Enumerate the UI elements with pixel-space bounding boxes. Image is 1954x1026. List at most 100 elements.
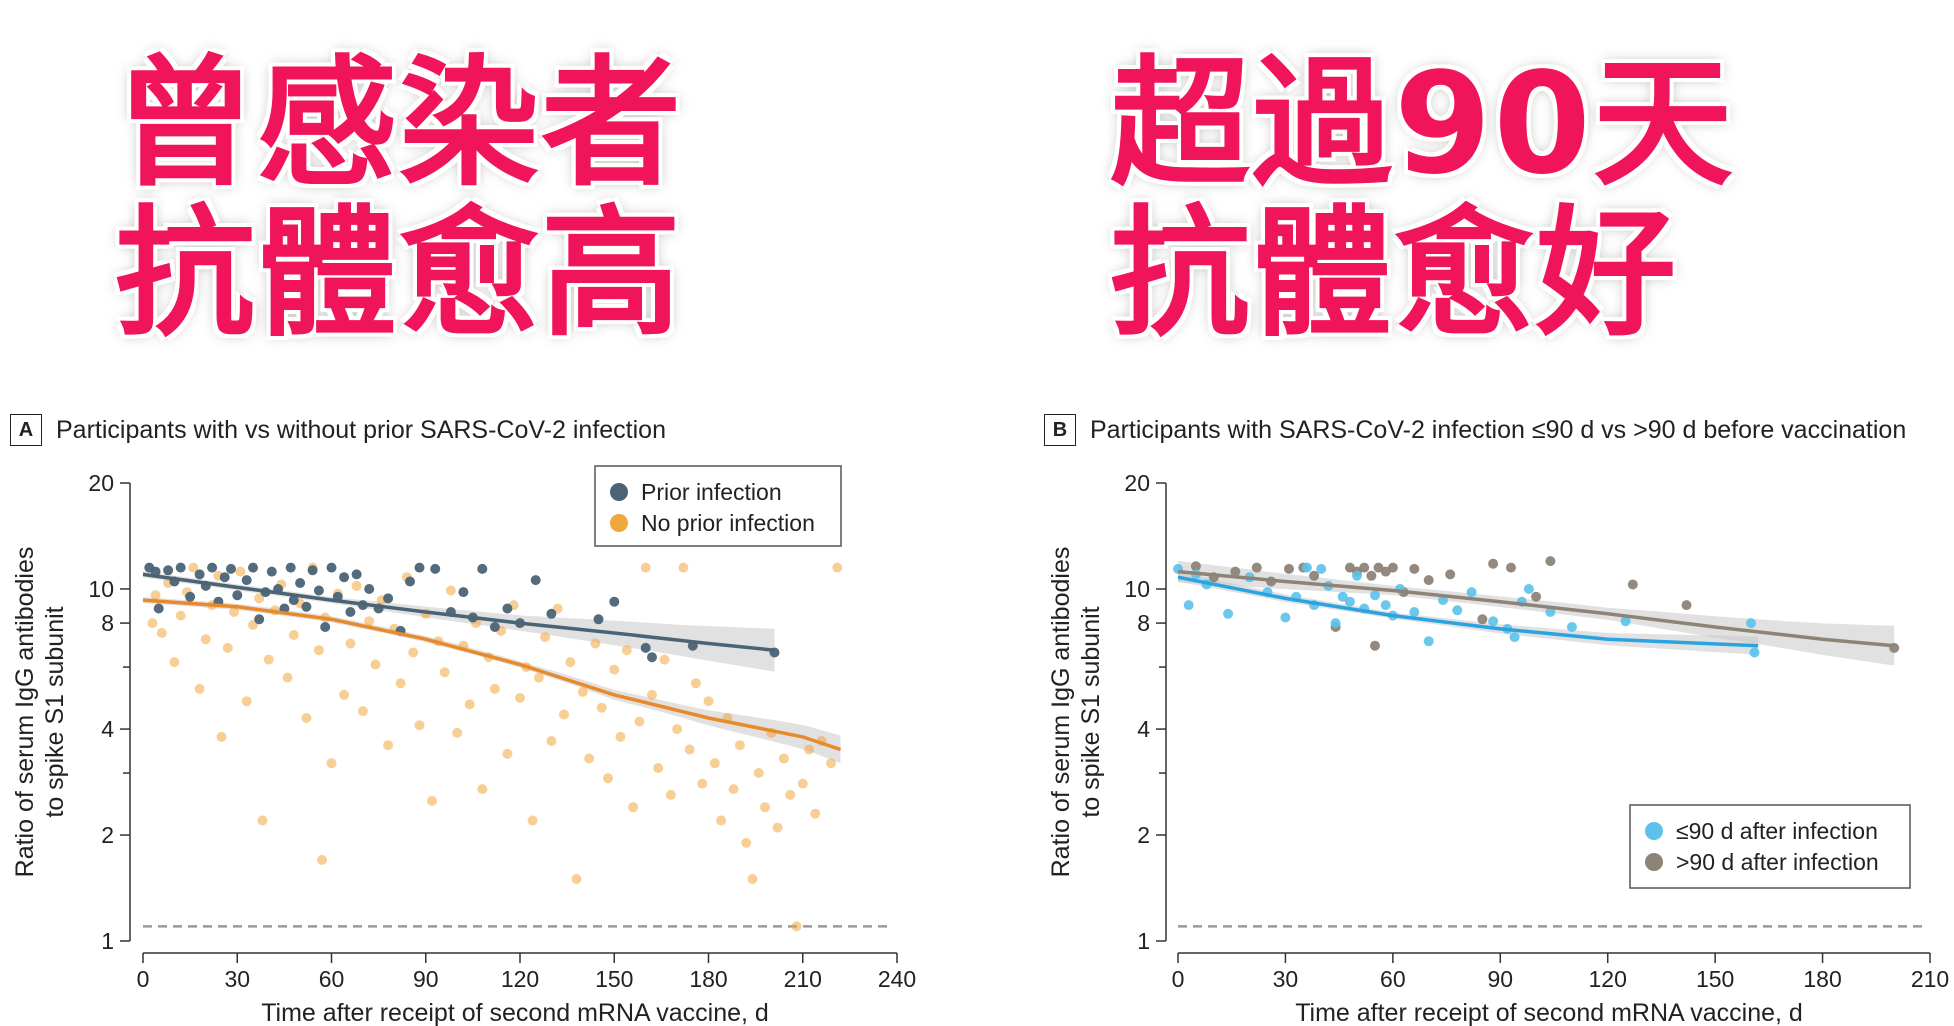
- y-tick-label: 10: [1124, 576, 1150, 602]
- y-tick-label: 2: [101, 822, 114, 848]
- panel-b-badge: B: [1044, 414, 1076, 446]
- data-point: [200, 634, 211, 645]
- data-point: [590, 638, 601, 649]
- data-point: [1366, 570, 1377, 581]
- legend-label: >90 d after infection: [1676, 849, 1879, 875]
- data-point: [1523, 584, 1534, 594]
- data-point: [156, 628, 167, 638]
- data-point: [163, 565, 174, 576]
- data-point: [226, 563, 236, 574]
- y-tick-label: 2: [1137, 822, 1150, 848]
- data-point: [810, 808, 821, 819]
- data-point: [1749, 647, 1760, 658]
- x-tick-label: 0: [137, 966, 150, 992]
- data-point: [351, 569, 362, 580]
- data-point: [301, 601, 312, 612]
- x-tick-label: 0: [1172, 966, 1185, 992]
- data-point: [1545, 607, 1556, 617]
- data-point: [615, 731, 626, 742]
- data-point: [216, 731, 227, 742]
- x-axis-label: Time after receipt of second mRNA vaccin…: [1295, 999, 1803, 1026]
- headline-right: 超過90天 抗體愈好: [1110, 50, 1735, 350]
- legend-marker: [610, 483, 628, 501]
- data-point: [185, 591, 196, 602]
- data-point: [427, 795, 437, 806]
- y-tick-label: 1: [101, 928, 114, 954]
- data-point: [1337, 591, 1348, 602]
- data-point: [257, 815, 268, 826]
- data-point: [502, 603, 513, 614]
- data-point: [345, 607, 356, 617]
- chart-b: 1 2 4 8 10 20 0 30 60 90 120 150 180 210 Time after re…: [1047, 470, 1949, 1026]
- data-point: [1230, 566, 1241, 577]
- data-point: [1344, 596, 1355, 607]
- confidence-band: [1178, 572, 1759, 655]
- data-point: [383, 740, 394, 751]
- data-point: [1370, 590, 1380, 601]
- data-point: [175, 562, 186, 573]
- data-point: [364, 584, 375, 594]
- data-point: [153, 603, 164, 614]
- data-point: [1509, 632, 1520, 643]
- x-tick-label: 240: [878, 966, 916, 992]
- data-point: [445, 585, 456, 596]
- data-point: [1488, 616, 1499, 627]
- y-axis-label-line-1: Ratio of serum IgG antibodies: [11, 547, 39, 878]
- data-point: [747, 874, 758, 884]
- data-point: [395, 678, 406, 689]
- legend-marker: [1645, 853, 1663, 871]
- data-point: [232, 590, 243, 601]
- data-point: [241, 575, 252, 586]
- data-point: [515, 693, 525, 703]
- fit-line: [1177, 569, 1895, 648]
- headline-left-line-1: 曾感染者: [115, 43, 684, 206]
- data-point: [584, 753, 595, 764]
- data-point: [188, 562, 199, 573]
- data-point: [1190, 561, 1201, 572]
- data-point: [577, 686, 588, 697]
- data-point: [659, 654, 670, 665]
- data-point: [1409, 607, 1420, 617]
- data-point: [593, 614, 604, 625]
- data-point: [546, 608, 557, 619]
- data-point: [1183, 600, 1194, 611]
- y-tick-label: 20: [88, 470, 114, 496]
- data-point: [741, 837, 752, 848]
- data-point: [320, 622, 331, 632]
- data-point: [684, 744, 695, 755]
- x-tick-label: 210: [784, 966, 822, 992]
- data-point: [326, 758, 337, 769]
- x-tick-label: 150: [595, 966, 633, 992]
- data-point: [621, 645, 632, 656]
- data-point: [1620, 616, 1631, 627]
- legend-label: Prior infection: [641, 479, 782, 505]
- data-point: [1316, 563, 1327, 574]
- data-point: [464, 699, 475, 710]
- data-point: [530, 575, 541, 586]
- headline-left-line-2: 抗體愈高: [115, 193, 684, 356]
- data-point: [254, 614, 265, 625]
- x-tick-label: 30: [224, 966, 250, 992]
- y-tick-label: 8: [1137, 610, 1150, 636]
- data-point: [1506, 562, 1516, 573]
- data-point: [383, 593, 394, 604]
- y-axis-label-line-2: to spike S1 subunit: [1077, 606, 1105, 817]
- data-point: [791, 921, 802, 932]
- data-point: [703, 696, 714, 707]
- y-axis-label-line-1: Ratio of serum IgG antibodies: [1047, 547, 1075, 878]
- fit-line: [142, 598, 842, 752]
- y-tick-label: 4: [101, 716, 114, 742]
- data-point: [288, 630, 299, 640]
- data-point: [339, 572, 350, 583]
- data-point: [753, 768, 764, 778]
- data-point: [533, 672, 544, 683]
- y-tick-label: 1: [1137, 928, 1150, 954]
- data-point: [502, 748, 513, 759]
- data-point: [405, 576, 415, 587]
- data-point: [1301, 562, 1312, 573]
- data-point: [477, 784, 488, 795]
- data-point: [804, 744, 814, 755]
- data-point: [326, 562, 337, 573]
- data-point: [313, 645, 324, 656]
- data-point: [690, 678, 701, 689]
